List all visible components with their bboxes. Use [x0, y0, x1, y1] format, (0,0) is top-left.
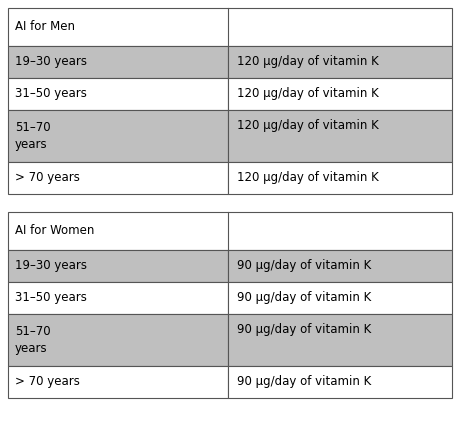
Bar [227, 314, 451, 366]
Text: > 70 years: > 70 years [15, 375, 80, 388]
Bar [8, 162, 227, 194]
Text: 90 μg/day of vitamin K: 90 μg/day of vitamin K [236, 292, 370, 304]
Text: 51–70
years: 51–70 years [15, 325, 50, 355]
Bar [8, 314, 227, 366]
Bar [227, 250, 451, 282]
Text: 120 μg/day of vitamin K: 120 μg/day of vitamin K [236, 172, 378, 184]
Bar [8, 46, 227, 78]
Text: 31–50 years: 31–50 years [15, 292, 87, 304]
Bar [227, 46, 451, 78]
Bar [227, 366, 451, 398]
Bar [227, 110, 451, 162]
Text: 120 μg/day of vitamin K: 120 μg/day of vitamin K [236, 55, 378, 68]
Bar [8, 282, 227, 314]
Bar [8, 110, 227, 162]
Text: > 70 years: > 70 years [15, 172, 80, 184]
Text: 31–50 years: 31–50 years [15, 87, 87, 101]
Bar [227, 78, 451, 110]
Bar [8, 366, 227, 398]
Bar [8, 78, 227, 110]
Bar [227, 282, 451, 314]
Bar [8, 250, 227, 282]
Bar [8, 212, 451, 250]
Text: AI for Women: AI for Women [15, 224, 94, 237]
Text: 90 μg/day of vitamin K: 90 μg/day of vitamin K [236, 259, 370, 273]
Text: 120 μg/day of vitamin K: 120 μg/day of vitamin K [236, 120, 378, 132]
Text: 90 μg/day of vitamin K: 90 μg/day of vitamin K [236, 375, 370, 388]
Text: 90 μg/day of vitamin K: 90 μg/day of vitamin K [236, 323, 370, 337]
Bar [8, 8, 451, 46]
Text: 120 μg/day of vitamin K: 120 μg/day of vitamin K [236, 87, 378, 101]
Text: AI for Men: AI for Men [15, 21, 75, 34]
Text: 51–70
years: 51–70 years [15, 121, 50, 151]
Text: 19–30 years: 19–30 years [15, 55, 87, 68]
Text: 19–30 years: 19–30 years [15, 259, 87, 273]
Bar [227, 162, 451, 194]
